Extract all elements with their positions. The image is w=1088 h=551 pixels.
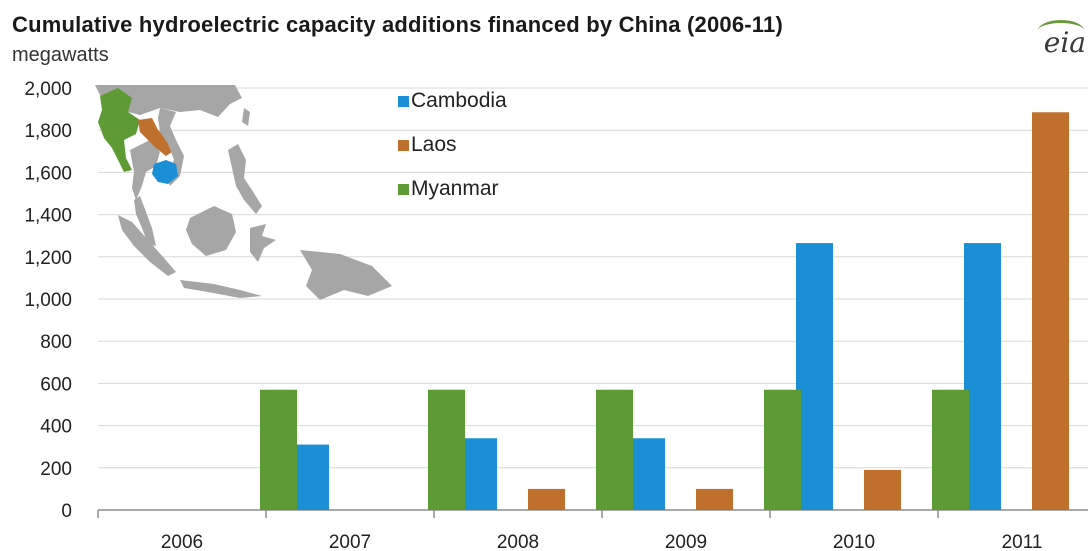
map-philippines bbox=[228, 144, 262, 214]
y-tick-label: 1,000 bbox=[24, 290, 72, 311]
bar-laos-2011 bbox=[1032, 112, 1069, 510]
x-tick-label: 2009 bbox=[665, 532, 707, 551]
bar-laos-2009 bbox=[696, 488, 733, 510]
x-tick-label: 2006 bbox=[161, 532, 203, 551]
map-thailand bbox=[130, 140, 160, 200]
legend-label-laos: Laos bbox=[411, 133, 457, 156]
bar-cambodia-2008 bbox=[460, 438, 497, 510]
y-tick-label: 1,600 bbox=[24, 163, 72, 184]
bar-myanmar-2008 bbox=[596, 389, 633, 510]
y-tick-label: 400 bbox=[40, 417, 72, 438]
x-tick-label: 2011 bbox=[1002, 532, 1043, 551]
bar-laos-2010 bbox=[864, 469, 901, 510]
eia-logo: eia bbox=[1043, 26, 1086, 59]
gridlines bbox=[98, 87, 1088, 469]
map-java bbox=[180, 280, 262, 298]
legend-label-cambodia: Cambodia bbox=[411, 89, 507, 112]
map-sumatra bbox=[118, 215, 176, 276]
map-laos bbox=[138, 118, 172, 156]
y-tick-label: 1,200 bbox=[24, 248, 72, 269]
southeast-asia-inset-map bbox=[95, 85, 392, 300]
legend: Cambodia Laos Myanmar bbox=[398, 89, 507, 200]
bar-laos-2008 bbox=[528, 488, 565, 510]
eia-logo-arc bbox=[1038, 20, 1084, 41]
map-taiwan bbox=[242, 108, 250, 126]
map-cambodia bbox=[152, 160, 178, 184]
bar-myanmar-2006 bbox=[260, 389, 297, 510]
y-tick-label: 1,800 bbox=[24, 121, 72, 142]
y-tick-label: 600 bbox=[40, 374, 72, 395]
bar-series bbox=[260, 112, 1069, 510]
legend-swatch-myanmar bbox=[398, 184, 409, 195]
bar-myanmar-2010 bbox=[932, 389, 969, 510]
y-tick-label: 1,400 bbox=[24, 206, 72, 227]
y-tick-label: 200 bbox=[40, 459, 72, 480]
legend-swatch-laos bbox=[398, 140, 409, 151]
map-malay-peninsula bbox=[134, 196, 156, 246]
y-axis-ticks: 0 200 400 600 800 1,000 1,200 1,400 1,600 1,800 2,… bbox=[24, 79, 72, 522]
bar-cambodia-2011 bbox=[964, 243, 1001, 510]
map-new-guinea bbox=[300, 250, 392, 300]
chart-units: megawatts bbox=[12, 44, 109, 66]
y-tick-label: 800 bbox=[40, 332, 72, 353]
legend-swatch-cambodia bbox=[398, 96, 409, 107]
map-sulawesi bbox=[250, 224, 276, 262]
x-axis: 2006 2007 2008 2009 2010 2011 bbox=[97, 509, 1088, 551]
bar-cambodia-2009 bbox=[628, 438, 665, 510]
bar-cambodia-2007 bbox=[292, 444, 329, 510]
x-tick-label: 2007 bbox=[329, 532, 371, 551]
bar-cambodia-2010 bbox=[796, 243, 833, 510]
map-myanmar bbox=[98, 88, 140, 172]
y-tick-label: 0 bbox=[61, 501, 72, 522]
x-tick-label: 2010 bbox=[833, 532, 875, 551]
bar-myanmar-2009 bbox=[764, 389, 801, 510]
bar-myanmar-2007 bbox=[428, 389, 465, 510]
map-china-land bbox=[95, 85, 242, 117]
y-tick-label: 2,000 bbox=[24, 79, 72, 100]
chart-title: Cumulative hydroelectric capacity additi… bbox=[12, 12, 783, 37]
map-borneo bbox=[186, 206, 236, 256]
map-vietnam bbox=[158, 108, 184, 186]
legend-label-myanmar: Myanmar bbox=[411, 177, 499, 200]
x-tick-label: 2008 bbox=[497, 532, 539, 551]
